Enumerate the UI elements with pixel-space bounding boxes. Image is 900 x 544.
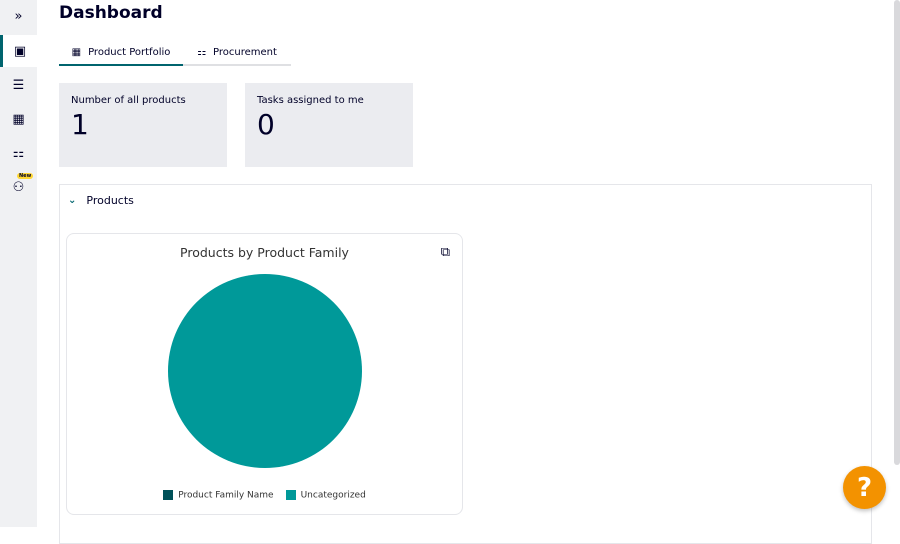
kpi-label: Number of all products [71, 95, 186, 106]
pie-chart [168, 274, 362, 468]
crop-icon[interactable]: ⧉ [440, 245, 450, 260]
tab-label: Procurement [213, 46, 277, 58]
tab-bar: ▦ Product Portfolio ⚏ Procurement [59, 40, 291, 66]
team-icon: ⚇ [12, 179, 25, 195]
chart-legend: Product Family Name Uncategorized [67, 489, 462, 500]
tab-product-portfolio[interactable]: ▦ Product Portfolio [59, 40, 183, 66]
kpi-value: 0 [257, 108, 275, 141]
kpi-value: 1 [71, 108, 89, 141]
legend-item[interactable]: Product Family Name [163, 489, 274, 500]
legend-item[interactable]: Uncategorized [285, 489, 366, 500]
kpi-number-of-products[interactable]: Number of all products 1 [59, 83, 227, 167]
page-title: Dashboard [59, 3, 163, 23]
sidebar-item-product-portfolio[interactable]: ▦ [0, 103, 37, 135]
hierarchy-icon: ⚏ [12, 145, 25, 161]
hierarchy-icon: ⚏ [197, 46, 207, 58]
products-panel-header[interactable]: ⌄ Products [68, 194, 134, 207]
legend-label: Uncategorized [300, 490, 366, 500]
scrollbar[interactable] [894, 0, 900, 465]
help-button[interactable]: ? [843, 466, 886, 509]
new-badge: New [17, 173, 34, 179]
tab-procurement[interactable]: ⚏ Procurement [183, 40, 291, 64]
products-panel: ⌄ Products Products by Product Family ⧉ P… [59, 184, 872, 544]
dashboard-icon: ▣ [13, 43, 27, 59]
task-list-icon: ☰ [12, 77, 25, 93]
sidebar-item-expand[interactable]: » [0, 0, 37, 32]
portfolio-icon: ▦ [71, 46, 82, 58]
legend-label: Product Family Name [178, 490, 274, 500]
sidebar-item-dashboard[interactable]: ▣ [0, 35, 37, 67]
kpi-label: Tasks assigned to me [257, 95, 364, 106]
tab-label: Product Portfolio [88, 46, 171, 58]
product-portfolio-icon: ▦ [12, 111, 25, 127]
expand-icon: » [14, 8, 23, 24]
sidebar [0, 0, 37, 527]
sidebar-item-hierarchy[interactable]: ⚏ [0, 137, 37, 169]
chart-title: Products by Product Family [180, 245, 349, 260]
kpi-tasks-assigned[interactable]: Tasks assigned to me 0 [245, 83, 413, 167]
legend-swatch [285, 489, 296, 500]
sidebar-item-team[interactable]: ⚇ New [0, 171, 37, 203]
chart-card: Products by Product Family ⧉ Product Fam… [66, 233, 463, 515]
legend-swatch [163, 489, 174, 500]
sidebar-item-task-list[interactable]: ☰ [0, 69, 37, 101]
panel-title: Products [86, 194, 134, 207]
chevron-down-icon: ⌄ [68, 195, 77, 206]
pie-slice-uncategorized[interactable] [168, 274, 362, 468]
